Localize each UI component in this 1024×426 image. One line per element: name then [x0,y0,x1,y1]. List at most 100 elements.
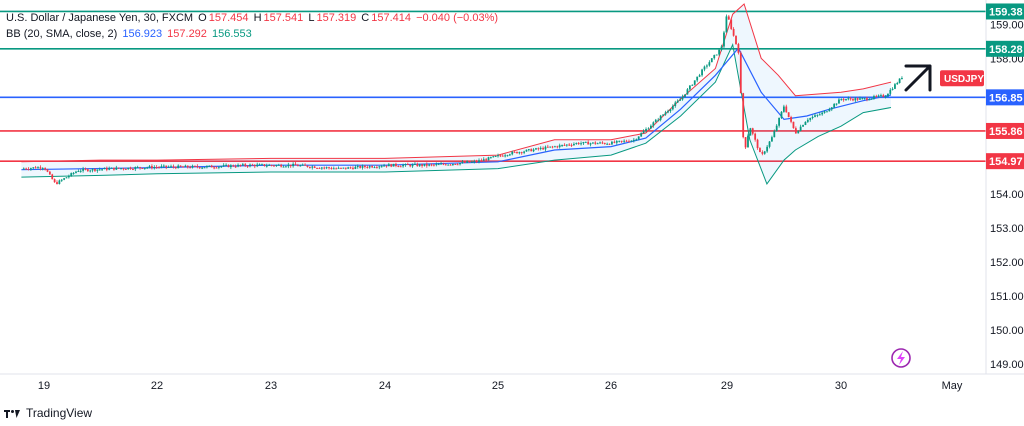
candle-body [676,100,679,103]
candle [749,127,752,136]
candle-body [58,180,61,185]
candle-body [198,167,201,169]
candle-body [691,84,694,86]
candle [489,156,492,159]
candle [875,94,878,98]
candle-body [282,166,285,168]
candle [684,94,686,98]
candle [501,154,504,157]
candle-body [108,168,111,170]
candle-body [232,165,235,167]
candle [596,142,599,145]
candle-body [608,143,611,145]
candle [277,163,280,166]
candle-body [258,164,261,166]
candle [94,168,96,173]
price-tick-label: 159.00 [990,19,1024,31]
candle-body [371,166,374,168]
candle-body [790,117,792,122]
candle-body [818,114,821,116]
candle [335,167,338,170]
candle-body [816,114,819,116]
candle [86,168,89,172]
candle-body [275,165,278,167]
candle-body [162,165,165,167]
level-tag-0 [986,3,1024,20]
level-tag-1 [986,40,1024,57]
candle [747,133,749,148]
candle-body [37,167,39,169]
candle [870,98,873,100]
candle [411,163,414,168]
candle [713,54,716,60]
candle [887,93,889,97]
candle [782,104,785,113]
candle [818,112,821,116]
candle [222,163,225,168]
candle [385,165,388,168]
candle [227,164,230,168]
candle-body [229,165,232,168]
arrow-up-right-icon[interactable] [904,64,932,92]
candle-body [82,168,84,171]
indicator-legend: BB (20, SMA, close, 2) 156.923 157.292 1… [6,28,254,40]
candle [287,162,290,169]
price-tick-label: 154.00 [990,189,1024,201]
candle [113,167,115,171]
candle [409,164,412,168]
candle-body [556,146,559,148]
candle-body [594,142,597,144]
candle [473,159,476,164]
candle [806,118,809,123]
candle-body [647,128,650,130]
candle [155,165,158,169]
candle-body [280,164,283,167]
lightning-icon[interactable] [891,348,911,368]
candle-body [804,121,807,125]
candle-body [657,119,660,121]
candle [558,143,561,149]
candle-body [251,164,254,166]
candle [535,147,537,150]
candle [342,167,345,169]
candle [280,163,283,168]
candle [882,93,885,98]
candle-body [520,152,523,154]
candle-body [525,149,528,152]
candle-body [225,164,227,166]
candle-body [759,148,761,153]
candle-body [706,65,708,67]
candle-body [592,142,594,144]
candle [105,166,108,172]
candle-body [124,168,127,170]
candle-body [428,164,431,166]
candle-body [292,163,295,167]
candle-body [863,98,866,100]
candle [594,141,597,145]
candle-body [435,164,438,166]
candle [568,143,571,147]
tradingview-logo[interactable]: TradingView [4,406,92,420]
candle-body [880,95,882,97]
candle-body [77,171,80,173]
candle-body [715,54,718,56]
candle-body [485,159,488,161]
candle-body [297,165,299,167]
candle-body [466,161,469,163]
candle [842,97,845,102]
candle [313,165,316,169]
candle [508,153,511,157]
candle [75,170,77,174]
candle-body [340,167,342,169]
candle [273,164,275,167]
candle [208,165,211,167]
candle-body [473,161,476,163]
candle [98,167,101,171]
candle-body [170,166,172,168]
candle [263,164,266,167]
candle [511,150,514,156]
candle [191,164,194,169]
candle [354,165,357,170]
candle-body [603,143,606,145]
